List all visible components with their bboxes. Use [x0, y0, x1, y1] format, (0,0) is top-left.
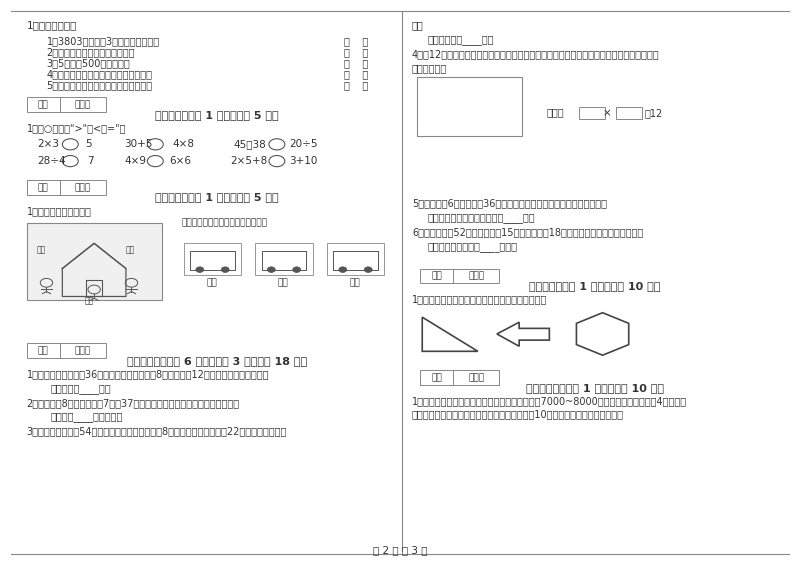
Text: 的数字与个位上的数字相同，这两个数字的和是10，这个四位数的密码是多少？: 的数字与个位上的数字相同，这两个数字的和是10，这个四位数的密码是多少？ [412, 410, 624, 420]
FancyBboxPatch shape [616, 107, 642, 119]
Text: 评卷人: 评卷人 [75, 183, 91, 192]
Text: 请你连一连，下面分别是谁看到的？: 请你连一连，下面分别是谁看到的？ [182, 218, 267, 227]
FancyBboxPatch shape [420, 370, 499, 385]
Text: （    ）: （ ） [344, 81, 369, 90]
Text: 3．5千米与500米一样长。: 3．5千米与500米一样长。 [46, 58, 130, 68]
Text: 30+5: 30+5 [124, 140, 153, 149]
Text: 得分: 得分 [38, 346, 49, 355]
Text: 1．一个保险箱的密码是一个四位数，它的大小在7000~8000之间，百位上的数字是4，十位上: 1．一个保险箱的密码是一个四位数，它的大小在7000~8000之间，百位上的数字… [412, 396, 687, 406]
Text: 八、解决问题（共 6 小题，每题 3 分，共计 18 分）: 八、解决问题（共 6 小题，每题 3 分，共计 18 分） [127, 356, 307, 366]
Text: 七、连一连（共 1 大题，共计 5 分）: 七、连一连（共 1 大题，共计 5 分） [155, 193, 279, 202]
Text: 答：故事书的本数是科技书的____倍。: 答：故事书的本数是科技书的____倍。 [428, 212, 535, 223]
Text: 3+10: 3+10 [289, 156, 317, 166]
FancyBboxPatch shape [255, 243, 313, 275]
Text: 5: 5 [86, 140, 92, 149]
FancyBboxPatch shape [26, 223, 162, 301]
Text: 5．学校买了6本科技书和36本故事书，故事书的本数是科技书的几倍？: 5．学校买了6本科技书和36本故事书，故事书的本数是科技书的几倍？ [412, 198, 607, 208]
Text: 评卷人: 评卷人 [468, 373, 484, 382]
Text: 1．观察物体，连一连。: 1．观察物体，连一连。 [26, 206, 91, 216]
Text: ＝12: ＝12 [645, 108, 663, 118]
Text: （    ）: （ ） [344, 47, 369, 57]
Text: 2×5+8: 2×5+8 [230, 156, 267, 166]
Circle shape [339, 267, 346, 272]
Text: 十、综合题（共 1 大题，共计 10 分）: 十、综合题（共 1 大题，共计 10 分） [529, 281, 660, 291]
Text: 算式：: 算式： [547, 107, 565, 117]
Text: 答：还有____棵没浇水。: 答：还有____棵没浇水。 [50, 412, 123, 422]
Text: 1．一辆公共汽车里有36位乘客，到福州路下去8位，又上来12位，这时车上有多少位？: 1．一辆公共汽车里有36位乘客，到福州路下去8位，又上来12位，这时车上有多少位… [26, 370, 269, 379]
Text: 45－38: 45－38 [233, 140, 266, 149]
Text: 1．我知道对错。: 1．我知道对错。 [26, 20, 77, 30]
Text: （    ）: （ ） [344, 58, 369, 68]
Text: 小亮: 小亮 [278, 278, 289, 287]
Text: 4×8: 4×8 [172, 140, 194, 149]
Text: 1．在○里填上">"、<或="。: 1．在○里填上">"、<或="。 [26, 123, 126, 133]
Circle shape [196, 267, 204, 272]
Text: 1．用一条虚线将下面图像分成完全相同的两部分。: 1．用一条虚线将下面图像分成完全相同的两部分。 [412, 294, 547, 305]
Circle shape [267, 267, 275, 272]
Text: 3．面包房一共做了54个面包，第一队小朋友买了8个，第二队小朋友买了22个，现在剩下多少: 3．面包房一共做了54个面包，第一队小朋友买了8个，第二队小朋友买了22个，现在… [26, 427, 287, 436]
Text: 小虹: 小虹 [37, 246, 46, 255]
Text: 小明: 小明 [126, 246, 135, 255]
FancyBboxPatch shape [418, 77, 522, 136]
Text: 六、比一比（共 1 大题，共计 5 分）: 六、比一比（共 1 大题，共计 5 分） [155, 110, 279, 120]
Text: 得分: 得分 [38, 183, 49, 192]
Text: （    ）: （ ） [344, 69, 369, 80]
FancyBboxPatch shape [578, 107, 605, 119]
Text: 2．校园里有8排松树，每排7棵，37棵松树已经浇了水，还有多少棵没浇水？: 2．校园里有8排松树，每排7棵，37棵松树已经浇了水，还有多少棵没浇水？ [26, 398, 240, 408]
Text: 4．有12名同学运队，要求每行人数相等，可以怎样排？用你喜欢的图形画一画，再写出对应: 4．有12名同学运队，要求每行人数相等，可以怎样排？用你喜欢的图形画一画，再写出… [412, 49, 659, 59]
FancyBboxPatch shape [26, 344, 106, 358]
Text: 小虹: 小虹 [206, 278, 217, 287]
Text: 5．早晨面向太阳，后面是西，左面北。: 5．早晨面向太阳，后面是西，左面北。 [46, 81, 153, 90]
Text: ×: × [603, 108, 612, 118]
Text: 十一、附加题（共 1 大题，共计 10 分）: 十一、附加题（共 1 大题，共计 10 分） [526, 383, 664, 393]
Text: 得分: 得分 [431, 373, 442, 382]
FancyBboxPatch shape [420, 268, 499, 283]
Text: 2×3: 2×3 [37, 140, 59, 149]
FancyBboxPatch shape [184, 243, 241, 275]
Text: 4×9: 4×9 [124, 156, 146, 166]
Text: 小亮: 小亮 [85, 297, 94, 306]
Text: （    ）: （ ） [344, 36, 369, 46]
Text: 评卷人: 评卷人 [75, 100, 91, 109]
Text: 1．3803中的两个3表示的意思相同。: 1．3803中的两个3表示的意思相同。 [46, 36, 159, 46]
Text: 6．停车场停着52辆车，开走了15辆，又开进了18辆，现在停车场还有多少辆车？: 6．停车场停着52辆车，开走了15辆，又开进了18辆，现在停车场还有多少辆车？ [412, 227, 643, 237]
Text: 答：现在剩下____个。: 答：现在剩下____个。 [428, 34, 494, 45]
Circle shape [222, 267, 229, 272]
Circle shape [364, 267, 372, 272]
Text: 小明: 小明 [350, 278, 360, 287]
Text: 6×6: 6×6 [170, 156, 192, 166]
Text: 评卷人: 评卷人 [75, 346, 91, 355]
Text: 20÷5: 20÷5 [289, 140, 318, 149]
Text: 7: 7 [87, 156, 94, 166]
FancyBboxPatch shape [26, 180, 106, 195]
Text: 答：现在停车场还有____辆车。: 答：现在停车场还有____辆车。 [428, 242, 518, 251]
Text: 得分: 得分 [431, 271, 442, 280]
Text: 28÷4: 28÷4 [37, 156, 66, 166]
Text: 第 2 页 共 3 页: 第 2 页 共 3 页 [373, 545, 427, 555]
Text: 的乘法算式。: 的乘法算式。 [412, 63, 447, 73]
Text: 得分: 得分 [38, 100, 49, 109]
Circle shape [293, 267, 301, 272]
FancyBboxPatch shape [327, 243, 384, 275]
Text: 个？: 个？ [412, 20, 424, 30]
FancyBboxPatch shape [26, 97, 106, 112]
Text: 答：车上有____位。: 答：车上有____位。 [50, 384, 111, 394]
Text: 4．读数和写数都是从最高位开始读写。: 4．读数和写数都是从最高位开始读写。 [46, 69, 153, 80]
Text: 2．三位数不一定都比四位数小。: 2．三位数不一定都比四位数小。 [46, 47, 135, 57]
Text: 评卷人: 评卷人 [468, 271, 484, 280]
